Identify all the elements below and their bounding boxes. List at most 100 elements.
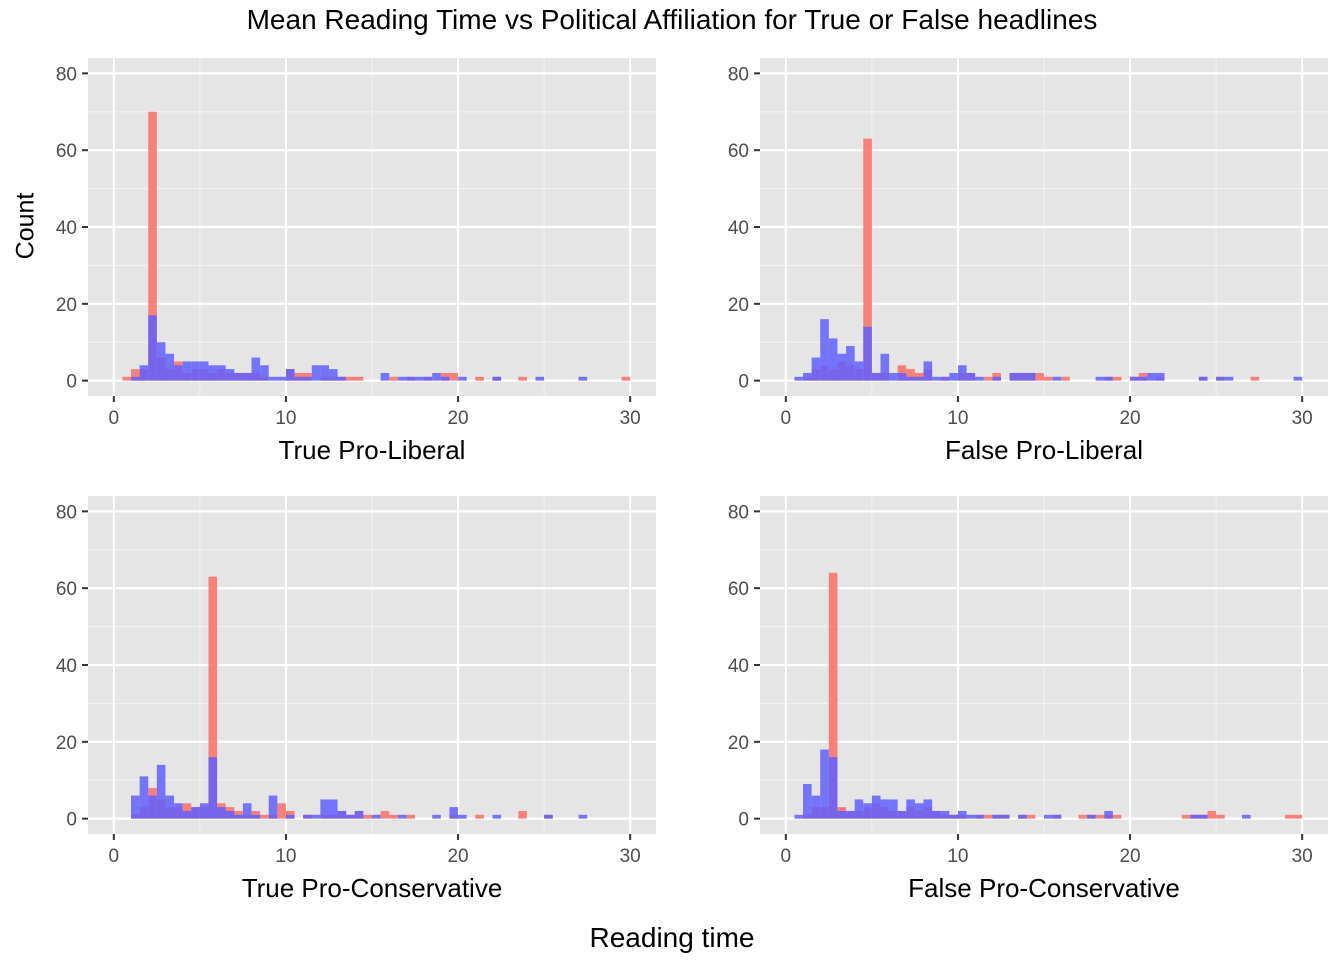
histogram-bar-red (208, 576, 218, 819)
histogram-bar-blue (139, 365, 149, 381)
histogram-bar-blue (217, 365, 226, 381)
histogram-bar-blue (863, 326, 872, 381)
histogram-bar-blue (242, 803, 252, 819)
histogram-bar-red (363, 814, 372, 819)
histogram-bar-blue (957, 365, 967, 381)
histogram-bar-blue (225, 369, 235, 381)
histogram-bar-blue (458, 814, 467, 819)
y-tick-label: 20 (56, 733, 77, 754)
x-tick-label: 0 (781, 846, 792, 867)
histogram-bar-blue (174, 803, 183, 819)
histogram-bar-red (1293, 814, 1303, 819)
histogram-bar-blue (811, 357, 821, 381)
histogram-bar-blue (880, 353, 890, 381)
histogram-bar-blue (311, 365, 321, 381)
x-tick-label: 0 (109, 846, 120, 867)
histogram-bar-red (863, 138, 872, 381)
histogram-bar-red (251, 810, 261, 819)
histogram-bar-blue (354, 810, 364, 819)
histogram-bar-blue (949, 372, 958, 381)
histogram-bar-blue (492, 814, 502, 819)
histogram-bar-blue (303, 376, 312, 381)
histogram-bar-blue (380, 372, 390, 381)
panel-1: 0 20 40 60 80 0 10 20 30 True Pro-Liberal (56, 58, 656, 465)
histogram-bar-blue (191, 361, 200, 381)
histogram-bar-blue (260, 365, 269, 381)
histogram-bar-blue (1155, 372, 1165, 381)
x-tick-label: 20 (447, 408, 468, 429)
x-tick-label: 10 (947, 408, 968, 429)
y-tick-label: 20 (56, 295, 77, 316)
histogram-bar-red (475, 376, 484, 381)
panel-label: False Pro-Liberal (945, 435, 1143, 465)
histogram-bar-blue (346, 814, 355, 819)
histogram-bar-blue (303, 814, 312, 819)
histogram-bar-blue (923, 361, 933, 381)
y-tick-label: 40 (728, 656, 749, 677)
histogram-bar-red (389, 376, 398, 381)
y-tick-label: 60 (56, 579, 77, 600)
histogram-bar-red (1035, 372, 1044, 381)
histogram-bar-blue (1130, 376, 1139, 381)
histogram-bar-red (518, 810, 527, 819)
histogram-bar-blue (492, 376, 502, 381)
histogram-bar-red (285, 810, 295, 819)
histogram-bar-blue (837, 810, 847, 819)
y-tick-label: 80 (56, 64, 77, 85)
x-tick-label: 0 (781, 408, 792, 429)
histogram-bar-blue (449, 807, 459, 819)
histogram-bar-blue (251, 357, 261, 381)
histogram-bar-blue (1018, 372, 1027, 381)
histogram-bar-blue (397, 376, 407, 381)
histogram-bar-red (621, 376, 631, 381)
histogram-bar-red (1207, 810, 1217, 819)
histogram-bar-blue (131, 795, 140, 819)
y-tick-label: 20 (728, 733, 749, 754)
y-tick-label: 40 (728, 218, 749, 239)
panel-4: 0 20 40 60 80 0 10 20 30 False Pro-Conservative (728, 496, 1328, 903)
histogram-bar-blue (1000, 814, 1010, 819)
histogram-bar-blue (165, 353, 175, 381)
histogram-bar-blue (1087, 814, 1096, 819)
histogram-bar-blue (854, 361, 864, 381)
histogram-bar-red (234, 810, 243, 819)
histogram-bar-blue (578, 376, 588, 381)
histogram-bar-red (828, 572, 838, 819)
histogram-bar-blue (415, 376, 424, 381)
histogram-bar-blue (828, 757, 838, 819)
histogram-bar-blue (1044, 814, 1053, 819)
y-tick-label: 0 (66, 810, 77, 831)
histogram-bar-blue (139, 776, 149, 819)
histogram-bar-blue (794, 814, 804, 819)
histogram-bar-blue (906, 376, 915, 381)
x-tick-label: 20 (447, 846, 468, 867)
histogram-bar-blue (940, 376, 950, 381)
histogram-bar-blue (148, 315, 157, 381)
histogram-bar-blue (1052, 376, 1062, 381)
x-tick-label: 20 (1119, 846, 1140, 867)
histogram-bar-blue (889, 372, 898, 381)
y-tick-label: 80 (728, 64, 749, 85)
histogram-bar-blue (277, 376, 286, 381)
histogram-bar-blue (320, 365, 329, 381)
histogram-bar-blue (432, 814, 441, 819)
histogram-bar-blue (156, 764, 166, 819)
histogram-bar-blue (871, 795, 881, 819)
histogram-bar-blue (174, 365, 183, 381)
x-tick-label: 0 (109, 408, 120, 429)
histogram-bar-blue (397, 814, 407, 819)
y-tick-label: 0 (66, 372, 77, 393)
panel-label: True Pro-Conservative (242, 873, 503, 903)
histogram-bar-blue (199, 361, 209, 381)
histogram-bar-blue (1198, 376, 1208, 381)
histogram-bar-blue (432, 372, 441, 381)
histogram-bar-blue (1190, 814, 1199, 819)
histogram-bar-blue (182, 810, 192, 819)
histogram-bar-blue (234, 372, 243, 381)
x-tick-label: 10 (275, 408, 296, 429)
histogram-bar-red (131, 369, 140, 381)
histogram-bar-red (1095, 814, 1105, 819)
histogram-bar-blue (889, 799, 898, 819)
chart-title: Mean Reading Time vs Political Affiliati… (246, 4, 1098, 35)
